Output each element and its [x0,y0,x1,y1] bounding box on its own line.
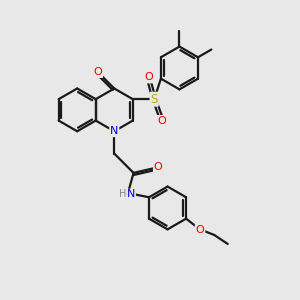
Text: N: N [110,126,118,136]
Text: O: O [145,73,154,82]
Text: O: O [157,116,166,126]
Text: S: S [151,93,158,106]
Text: O: O [196,225,204,235]
Text: O: O [154,162,163,172]
Text: N: N [127,189,135,199]
Text: O: O [94,67,102,77]
Text: H: H [118,189,126,199]
